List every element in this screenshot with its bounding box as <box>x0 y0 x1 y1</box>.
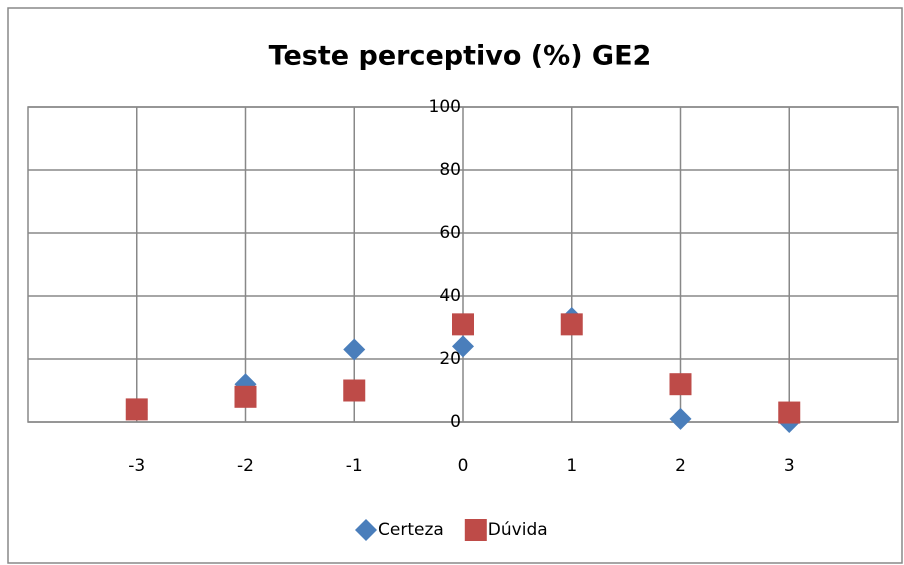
legend-marker <box>355 519 377 541</box>
point <box>560 313 583 336</box>
x-tick-label: -2 <box>237 456 254 476</box>
point <box>452 313 474 336</box>
point <box>125 398 148 421</box>
point <box>343 379 366 402</box>
point <box>669 373 692 396</box>
x-tick-label: -1 <box>346 456 363 476</box>
x-tick-label: -3 <box>128 456 145 476</box>
point <box>234 385 257 408</box>
point <box>778 401 801 424</box>
chart-title: Teste perceptivo (%) GE2 <box>269 41 652 72</box>
x-tick-label: 0 <box>458 456 469 476</box>
legend-marker <box>464 519 487 541</box>
y-tick-label: 80 <box>439 160 461 180</box>
point <box>669 407 692 430</box>
point <box>343 338 366 361</box>
y-tick-label: 40 <box>439 286 461 306</box>
y-tick-label: 60 <box>439 223 461 243</box>
x-tick-label: 2 <box>675 456 686 476</box>
y-tick-label: 20 <box>439 349 461 369</box>
chart-frame <box>7 7 903 564</box>
legend-label: Dúvida <box>488 520 548 540</box>
x-tick-label: 1 <box>566 456 577 476</box>
y-tick-label: 100 <box>429 97 461 117</box>
point <box>452 335 474 358</box>
legend-label: Certeza <box>378 520 444 540</box>
x-tick-label: 3 <box>784 456 795 476</box>
y-tick-label: 0 <box>450 412 461 432</box>
